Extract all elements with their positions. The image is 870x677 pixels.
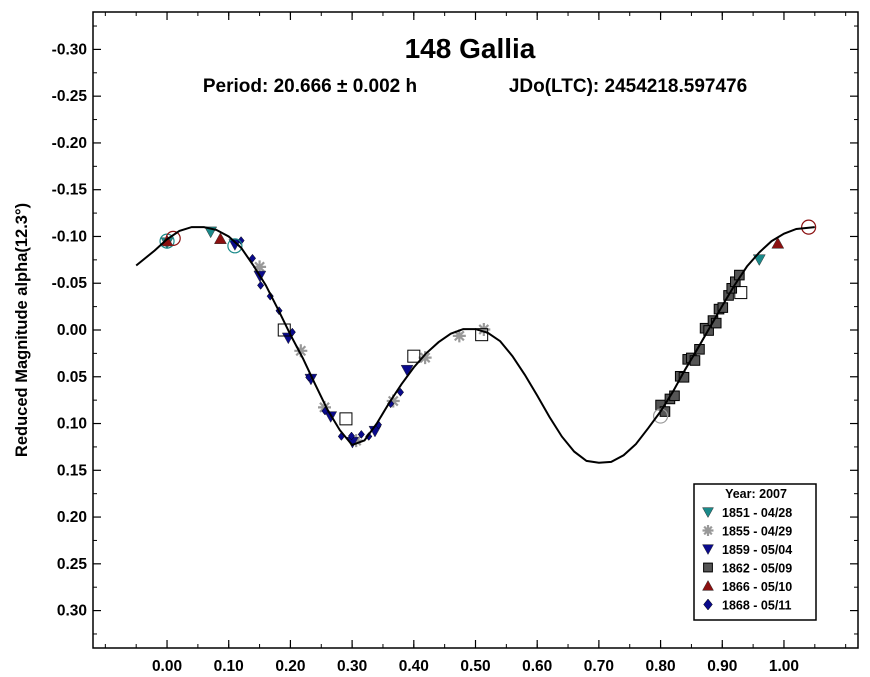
chart-subtitle-period: Period: 20.666 ± 0.002 h <box>203 76 417 97</box>
x-tick-label: 0.70 <box>584 658 614 675</box>
y-tick-label: 0.30 <box>57 603 87 620</box>
legend-marker <box>703 562 713 573</box>
data-point <box>257 280 265 290</box>
data-point <box>294 344 308 358</box>
highlighted-point <box>734 286 748 300</box>
x-tick-label: 0.20 <box>275 658 305 675</box>
x-tick-label: 0.30 <box>337 658 367 675</box>
x-tick-label: 0.40 <box>399 658 429 675</box>
x-tick-label: 0.00 <box>152 658 182 675</box>
data-point <box>253 260 267 274</box>
data-point <box>752 254 766 266</box>
data-point <box>324 411 338 423</box>
legend: Year: 2007 1851 - 04/28 1855 - 04/29 1859 … <box>693 483 817 621</box>
legend-label: 1862 - 05/09 <box>722 562 792 576</box>
x-tick-label: 0.80 <box>645 658 675 675</box>
legend-entry: 1859 - 05/04 <box>702 543 792 557</box>
x-tick-label: 0.90 <box>707 658 737 675</box>
legend-marker <box>702 525 714 536</box>
fit-curve <box>135 226 815 464</box>
data-point <box>418 351 432 365</box>
highlighted-point <box>407 349 421 363</box>
legend-label: 1855 - 04/29 <box>722 525 792 539</box>
legend-marker <box>702 579 714 591</box>
legend-label: 1851 - 04/28 <box>722 506 792 520</box>
legend-marker <box>702 507 714 519</box>
legend-label: 1866 - 05/10 <box>722 580 792 594</box>
data-point <box>717 302 729 313</box>
legend-entry: 1868 - 05/11 <box>703 598 792 613</box>
data-point <box>400 364 414 377</box>
legend-entry: 1851 - 04/28 <box>702 506 792 520</box>
data-point <box>477 322 491 336</box>
data-point <box>365 432 373 441</box>
highlighted-point <box>339 412 353 426</box>
axis-ticks: -0.30 -0.25 -0.20 -0.15 -0.10 -0.05 0.00 0.05 0.… <box>52 12 858 675</box>
data-point <box>396 387 404 397</box>
x-tick-label: 1.00 <box>769 658 799 675</box>
data-point <box>237 236 245 245</box>
highlighted-point <box>475 328 489 342</box>
legend-entry: 1862 - 05/09 <box>703 562 792 576</box>
highlighted-point <box>801 219 817 235</box>
data-point <box>452 329 466 343</box>
legend-label: 1868 - 05/11 <box>722 599 792 613</box>
highlighted-point <box>227 238 243 254</box>
legend-marker <box>702 544 714 556</box>
data-points <box>159 219 817 449</box>
x-tick-label: 0.10 <box>214 658 244 675</box>
y-tick-label: -0.20 <box>52 135 87 152</box>
fit-curve-layer <box>135 226 815 464</box>
highlighted-point <box>165 230 181 246</box>
y-tick-label: 0.10 <box>57 416 87 433</box>
y-tick-label: -0.25 <box>52 88 88 105</box>
data-point <box>213 232 227 244</box>
series-1855-04-29 <box>253 260 491 448</box>
chart-subtitle-epoch: JDo(LTC): 2454218.597476 <box>509 76 747 97</box>
x-tick-label: 0.50 <box>460 658 490 675</box>
y-tick-label: 0.20 <box>57 509 87 526</box>
series-1866-05-10 <box>160 232 785 249</box>
y-axis-label: Reduced Magnitude alpha(12.3°) <box>13 203 31 457</box>
chart-title: 148 Gallia <box>405 33 536 64</box>
y-tick-label: -0.10 <box>52 228 87 245</box>
y-tick-label: -0.15 <box>52 182 88 199</box>
legend-entry: 1855 - 04/29 <box>702 525 792 539</box>
data-point <box>386 394 400 408</box>
legend-marker <box>703 598 713 611</box>
highlighted-point <box>652 408 669 424</box>
data-point <box>734 269 745 281</box>
legend-entry: 1866 - 05/10 <box>702 579 792 594</box>
y-tick-label: 0.15 <box>57 462 88 479</box>
y-tick-label: 0.25 <box>57 556 88 573</box>
x-tick-label: 0.60 <box>522 658 552 675</box>
legend-title: Year: 2007 <box>725 487 787 501</box>
data-point <box>347 431 356 441</box>
y-tick-label: 0.00 <box>57 322 87 339</box>
data-point <box>357 430 365 439</box>
y-tick-label: -0.30 <box>52 41 87 58</box>
y-tick-label: -0.05 <box>52 275 88 292</box>
legend-box <box>693 483 817 621</box>
legend-label: 1859 - 05/04 <box>722 543 792 557</box>
y-tick-label: 0.05 <box>57 369 88 386</box>
data-point <box>771 237 785 249</box>
